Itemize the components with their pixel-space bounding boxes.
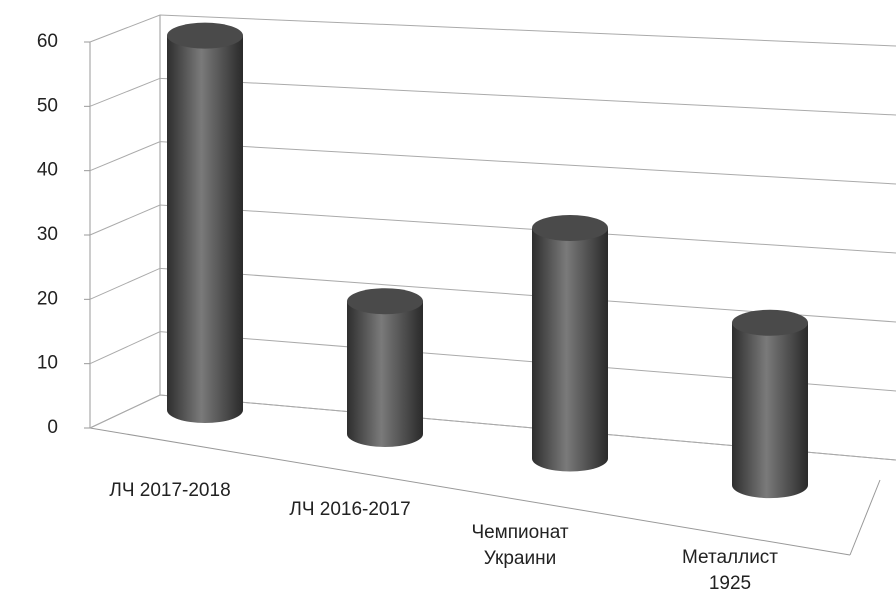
- y-tick-label: 30: [37, 224, 58, 245]
- grid-line: [89, 77, 896, 116]
- cylinder-top: [532, 214, 608, 241]
- cylinder-top: [167, 22, 243, 49]
- grid-line: [89, 267, 896, 323]
- x-tick-label: ЛЧ 2016-2017: [289, 499, 411, 520]
- y-tick-label: 0: [47, 417, 58, 438]
- grid-line: [89, 331, 896, 392]
- floor-front: [89, 427, 851, 556]
- y-tick-label: 40: [37, 160, 58, 181]
- x-tick-label: Чемпионат Украини: [471, 522, 569, 569]
- cylinder-body: [732, 322, 808, 499]
- cylinder-top: [347, 288, 423, 315]
- cylinder: [532, 214, 608, 472]
- cylinder-body: [167, 35, 243, 423]
- y-tick-label: 20: [37, 288, 58, 309]
- grid-line: [89, 204, 896, 254]
- cylinder: [347, 288, 423, 447]
- x-tick-label: ЛЧ 2017-2018: [109, 480, 231, 501]
- cylinder: [732, 309, 808, 499]
- grid-line: [89, 141, 896, 185]
- grid-line: [89, 394, 896, 461]
- grid-line: [89, 14, 896, 47]
- y-tick-label: 10: [37, 353, 58, 374]
- cylinder: [167, 22, 243, 423]
- y-tick-label: 60: [37, 31, 58, 52]
- floor-right: [849, 479, 881, 556]
- cylinder-top: [732, 309, 808, 336]
- y-tick-label: 50: [37, 95, 58, 116]
- cylinder-body: [532, 227, 608, 472]
- cylinder-body: [347, 301, 423, 447]
- x-tick-label: Металлист 1925: [681, 547, 779, 594]
